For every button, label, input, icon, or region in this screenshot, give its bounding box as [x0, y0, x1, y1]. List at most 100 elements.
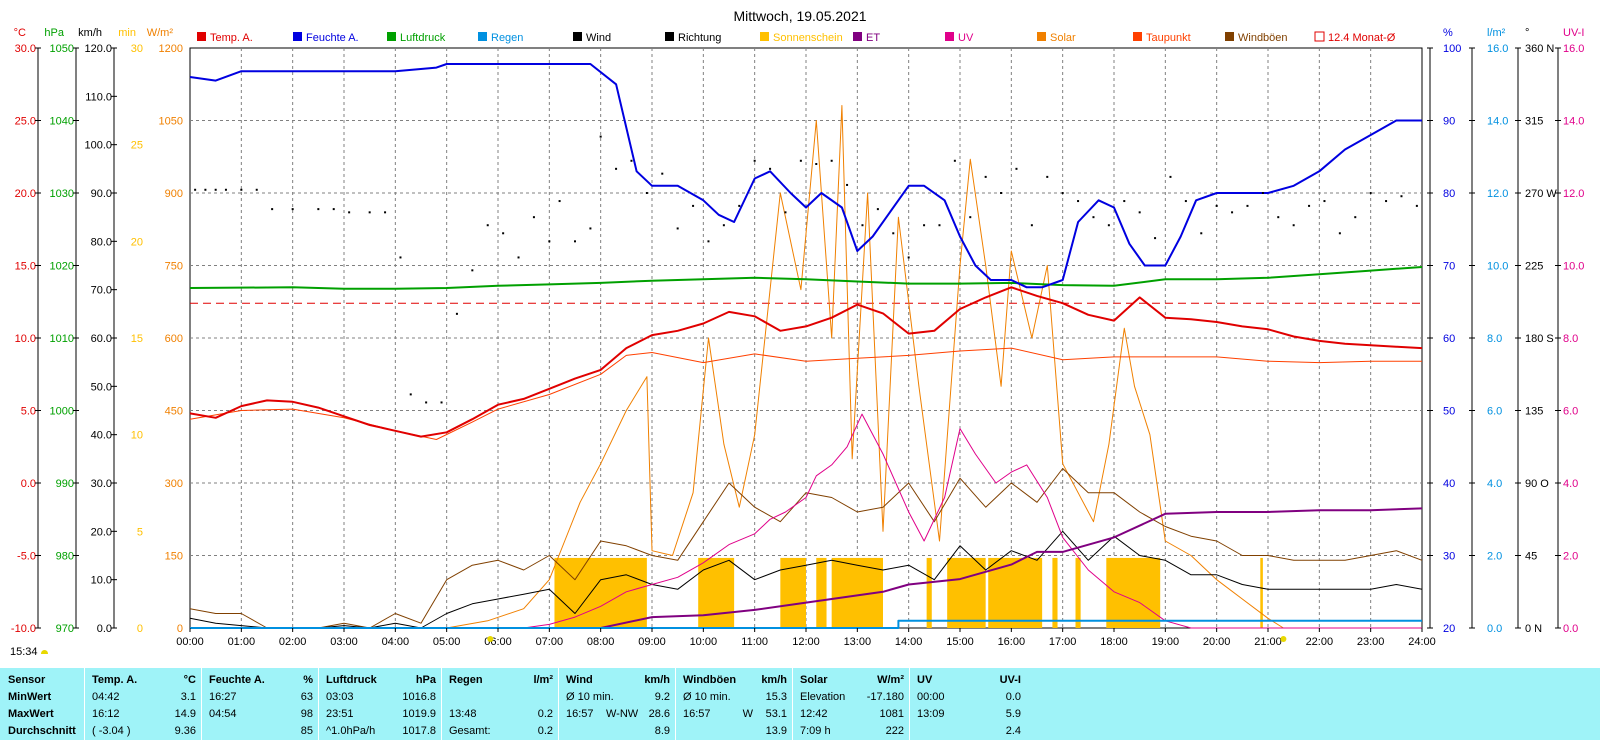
summary-table: Sensor MinWert MaxWert Durchschnitt Temp. A.… — [0, 668, 1600, 740]
summary-pressure-max: 1019.9 — [402, 708, 436, 720]
series-richtung-point — [953, 159, 956, 162]
series-richtung-point — [425, 401, 428, 404]
series-richtung-point — [1154, 237, 1157, 240]
summary-wind-min-label: Ø 10 min. — [566, 691, 614, 703]
summary-rain-unit: l/m² — [533, 674, 553, 686]
series-richtung-point — [1215, 204, 1218, 207]
rain-axis-tick: 4.0 — [1487, 478, 1502, 490]
rain-axis-tick: 2.0 — [1487, 551, 1502, 563]
legend-label: 12.4 Monat-Ø — [1328, 32, 1396, 44]
series-luftdruck-line — [189, 266, 1423, 290]
series-uv-line — [190, 413, 1422, 629]
series-richtung-point — [1030, 224, 1033, 227]
summary-uv-head: UV — [917, 674, 933, 686]
chart-title: Mittwoch, 19.05.2021 — [733, 8, 866, 24]
sunshine-axis-tick: 15 — [131, 333, 143, 345]
series-richtung-point — [368, 211, 371, 214]
series-richtung-point — [214, 188, 217, 191]
sunshine-axis-tick: 25 — [131, 140, 143, 152]
summary-pressure-avg-note: ^1.0hPa/h — [326, 725, 376, 737]
sunshine-bars — [554, 557, 1263, 628]
sunshine-bar — [1106, 557, 1161, 628]
sunshine-bar — [1260, 557, 1263, 628]
humidity-axis-tick: 40 — [1443, 478, 1455, 490]
summary-column-separator — [201, 668, 202, 740]
summary-row-label: Sensor — [8, 674, 46, 686]
series-richtung-point — [630, 159, 633, 162]
series-windb-en-line — [189, 468, 1423, 629]
series-richtung-point — [1169, 175, 1172, 178]
solar-axis-tick: 0 — [177, 623, 183, 635]
humidity-axis-tick: 80 — [1443, 188, 1455, 200]
summary-uv-max-time: 13:09 — [917, 708, 945, 720]
status-time: 15:34 — [10, 646, 48, 658]
summary-humidity-min-label: 16:27 — [209, 691, 237, 703]
series-richtung-point — [1000, 192, 1003, 194]
series-richtung-point — [1107, 224, 1110, 227]
summary-solar-max: 1081 — [879, 708, 904, 720]
summary-temp-head: Temp. A. — [92, 674, 138, 686]
summary-gust-max-dir: W — [742, 708, 753, 720]
rain-axis-tick: 6.0 — [1487, 406, 1502, 418]
summary-temp-unit: °C — [183, 674, 196, 686]
direction-axis-tick: 45 — [1525, 551, 1537, 563]
weather-chart: Mittwoch, 19.05.2021 Temp. A. Feuchte A. L… — [11, 8, 1585, 648]
wind-axis-tick: 120.0 — [84, 43, 112, 55]
sunshine-axis-tick: 10 — [131, 430, 143, 442]
wind-axis-tick: 110.0 — [85, 91, 112, 103]
legend-swatch — [1314, 31, 1325, 42]
legend-label: Windböen — [1238, 32, 1288, 44]
legend-label: Feuchte A. — [306, 32, 359, 44]
wind-axis-tick: 20.0 — [91, 526, 112, 538]
sunshine-bar — [780, 557, 806, 628]
summary-temp-avg: 9.36 — [174, 725, 196, 737]
x-tick-label: 17:00 — [1049, 636, 1077, 648]
uv-axis-tick: 14.0 — [1563, 116, 1584, 128]
legend-swatch — [945, 32, 954, 41]
series-richtung-point — [532, 216, 535, 219]
summary-humidity-max-time: 04:54 — [209, 708, 237, 720]
direction-axis-unit: ° — [1525, 27, 1529, 39]
x-tick-label: 10:00 — [690, 636, 718, 648]
legend-label: Sonnenschein — [773, 32, 843, 44]
series-feuchte-a--line — [189, 63, 1422, 289]
series-richtung-point — [1323, 200, 1326, 203]
series-richtung-point — [1092, 216, 1095, 219]
humidity-axis-unit: % — [1443, 27, 1453, 39]
x-axis-ticks: 00:00 01:00 02:00 03:00 04:00 05:00 06:00 07:00… — [176, 628, 1436, 648]
pressure-axis-tick: 1040 — [50, 116, 74, 128]
summary-solar-min-label: Elevation — [800, 691, 846, 703]
direction-axis-tick: 180 S — [1525, 333, 1554, 345]
summary-pressure-head: Luftdruck — [326, 674, 377, 686]
series-et-line — [190, 507, 1423, 629]
summary-column-separator — [558, 668, 559, 740]
solar-axis-tick: 300 — [165, 478, 183, 490]
series-richtung-point — [240, 188, 243, 191]
solar-axis-tick: 450 — [165, 406, 183, 418]
series-richtung-point — [1015, 167, 1018, 170]
left-axes: 30.025.020.015.010.05.00.0-5.0-10.0°C105… — [11, 27, 183, 635]
series-richtung-point — [769, 167, 772, 170]
summary-humidity-avg: 85 — [300, 725, 313, 737]
temp-axis-tick: -10.0 — [11, 623, 36, 635]
x-tick-label: 18:00 — [1100, 636, 1128, 648]
series-richtung-point — [409, 393, 412, 396]
x-tick-label: 14:00 — [895, 636, 923, 648]
series-richtung-point — [1261, 192, 1264, 194]
series-richtung-point — [574, 240, 576, 243]
pressure-axis-tick: 970 — [56, 623, 74, 635]
legend: Temp. A. Feuchte A. Luftdruck Regen Wind Rich… — [197, 31, 1396, 44]
summary-uv-min-label: 00:00 — [917, 691, 945, 703]
pressure-axis-tick: 1030 — [50, 188, 74, 200]
legend-swatch — [760, 32, 769, 41]
legend-swatch — [573, 32, 582, 41]
rain-axis-tick: 14.0 — [1487, 116, 1508, 128]
series-richtung-point — [558, 200, 561, 203]
series-richtung-point — [645, 192, 648, 194]
uv-axis-tick: 0.0 — [1563, 623, 1578, 635]
series-richtung-point — [923, 224, 926, 227]
direction-axis-tick: 315 — [1525, 116, 1543, 128]
direction-axis-tick: 360 N — [1525, 43, 1554, 55]
sunshine-bar — [554, 557, 647, 628]
summary-gust-max-time: 16:57 — [683, 708, 711, 720]
